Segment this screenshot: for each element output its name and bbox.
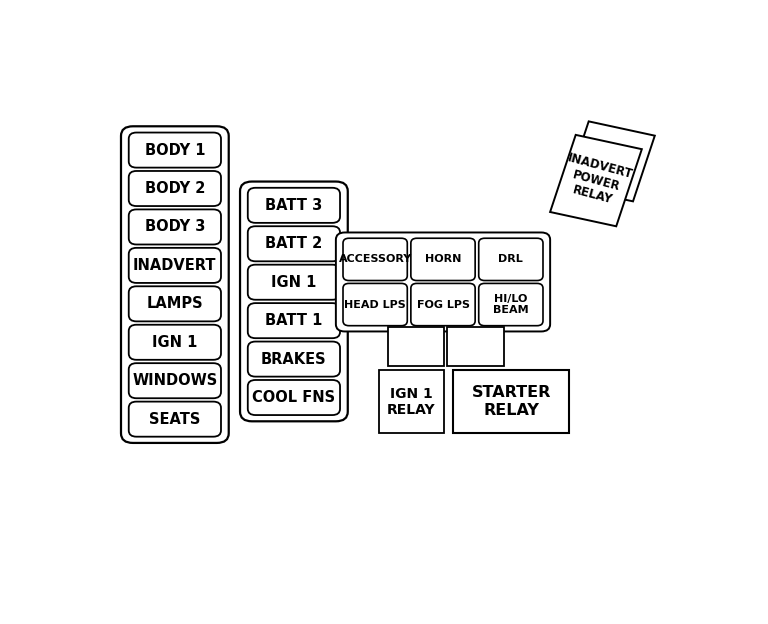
Text: ACCESSORY: ACCESSORY	[339, 255, 412, 265]
FancyBboxPatch shape	[121, 126, 229, 443]
Bar	[453, 371, 569, 433]
FancyBboxPatch shape	[129, 363, 221, 398]
FancyBboxPatch shape	[129, 210, 221, 245]
Text: STARTER
RELAY: STARTER RELAY	[472, 386, 551, 418]
FancyBboxPatch shape	[248, 265, 340, 300]
FancyBboxPatch shape	[248, 380, 340, 415]
FancyBboxPatch shape	[343, 238, 407, 281]
FancyBboxPatch shape	[343, 283, 407, 326]
Text: BODY 1: BODY 1	[144, 142, 205, 158]
FancyBboxPatch shape	[129, 248, 221, 283]
Text: HORN: HORN	[425, 255, 462, 265]
Text: IGN 1
RELAY: IGN 1 RELAY	[387, 386, 435, 417]
FancyBboxPatch shape	[129, 286, 221, 321]
Text: INADVERT: INADVERT	[133, 258, 217, 273]
Text: HEAD LPS: HEAD LPS	[344, 300, 406, 310]
FancyBboxPatch shape	[411, 238, 475, 281]
Text: INADVERT
POWER
RELAY: INADVERT POWER RELAY	[558, 151, 634, 210]
Text: LAMPS: LAMPS	[147, 296, 204, 311]
Bar	[379, 371, 444, 433]
Text: BATT 2: BATT 2	[265, 236, 323, 251]
Polygon shape	[550, 135, 642, 227]
Text: BATT 1: BATT 1	[265, 313, 323, 328]
FancyBboxPatch shape	[129, 402, 221, 437]
Polygon shape	[567, 122, 655, 202]
Text: BODY 2: BODY 2	[144, 181, 205, 196]
FancyBboxPatch shape	[478, 238, 543, 281]
FancyBboxPatch shape	[411, 283, 475, 326]
Text: SEATS: SEATS	[149, 412, 200, 427]
Text: WINDOWS: WINDOWS	[132, 373, 217, 388]
Bar	[388, 327, 444, 366]
Text: BRAKES: BRAKES	[261, 351, 326, 366]
Text: FOG LPS: FOG LPS	[416, 300, 469, 310]
FancyBboxPatch shape	[248, 341, 340, 377]
FancyBboxPatch shape	[336, 233, 550, 331]
FancyBboxPatch shape	[478, 283, 543, 326]
Text: IGN 1: IGN 1	[152, 334, 197, 350]
Text: BATT 3: BATT 3	[265, 198, 323, 213]
Bar	[447, 327, 504, 366]
FancyBboxPatch shape	[248, 188, 340, 223]
Text: HI/LO
BEAM: HI/LO BEAM	[493, 294, 528, 315]
FancyBboxPatch shape	[129, 171, 221, 206]
FancyBboxPatch shape	[240, 182, 348, 421]
Text: BODY 3: BODY 3	[144, 220, 205, 235]
FancyBboxPatch shape	[129, 324, 221, 360]
FancyBboxPatch shape	[248, 303, 340, 338]
Text: IGN 1: IGN 1	[271, 275, 316, 290]
Text: DRL: DRL	[498, 255, 523, 265]
FancyBboxPatch shape	[248, 227, 340, 261]
Text: COOL FNS: COOL FNS	[253, 390, 336, 405]
FancyBboxPatch shape	[129, 132, 221, 168]
